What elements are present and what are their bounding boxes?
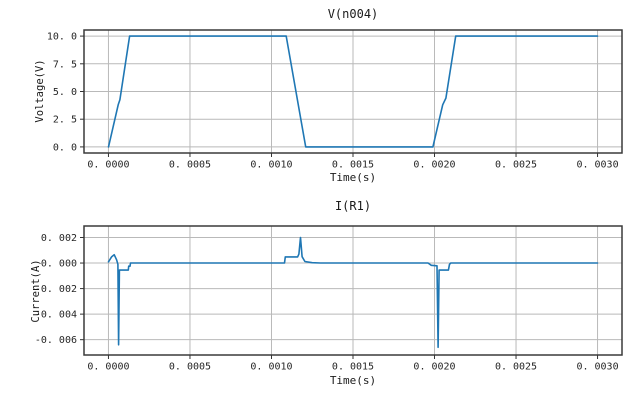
data-line-I(R1) — [107, 236, 599, 349]
x-tick-label: 0. 0005 — [169, 160, 211, 171]
x-tick-label: 0. 0010 — [250, 160, 292, 171]
x-tick-label: 0. 0025 — [495, 362, 537, 373]
x-tick-label: 0. 0010 — [250, 362, 292, 373]
y-axis-label-current: Current(A) — [30, 259, 42, 323]
y-tick-label: -0. 004 — [35, 310, 77, 321]
y-tick-label: 7. 5 — [53, 59, 77, 70]
y-tick-label: 10. 0 — [47, 32, 77, 43]
x-tick-label: 0. 0015 — [332, 160, 374, 171]
x-tick-label: 0. 0000 — [87, 362, 129, 373]
x-tick-label: 0. 0020 — [413, 160, 455, 171]
chart-title-voltage: V(n004) — [327, 7, 379, 21]
x-tick-label: 0. 0005 — [169, 362, 211, 373]
y-tick-label: 5. 0 — [53, 87, 77, 98]
x-tick-label: 0. 0030 — [576, 362, 618, 373]
chart-voltage: 0. 0000 0. 0005 0. 0010 0. 0015 0. 0020 0. 00… — [47, 29, 623, 171]
y-tick-label: 0. 0 — [53, 142, 77, 153]
y-tick-label: 0. 000 — [41, 259, 77, 270]
y-tick-label: 2. 5 — [53, 115, 77, 126]
y-tick-label: -0. 006 — [35, 335, 77, 346]
x-tick-label: 0. 0000 — [87, 160, 129, 171]
data-line-V(n004) — [107, 35, 599, 148]
x-tick-label: 0. 0020 — [413, 362, 455, 373]
x-axis-label-current: Time(s) — [329, 374, 377, 387]
x-axis-label-voltage: Time(s) — [329, 171, 377, 184]
chart-current: 0. 0000 0. 0005 0. 0010 0. 0015 0. 0020 0. 00… — [35, 225, 623, 373]
x-tick-label: 0. 0030 — [576, 160, 618, 171]
y-tick-label: -0. 002 — [35, 284, 77, 295]
y-axis-label-voltage: Voltage(V) — [34, 59, 46, 123]
x-tick-label: 0. 0015 — [332, 362, 374, 373]
x-tick-label: 0. 0025 — [495, 160, 537, 171]
y-tick-label: 0. 002 — [41, 233, 77, 244]
chart-title-current: I(R1) — [334, 199, 372, 213]
